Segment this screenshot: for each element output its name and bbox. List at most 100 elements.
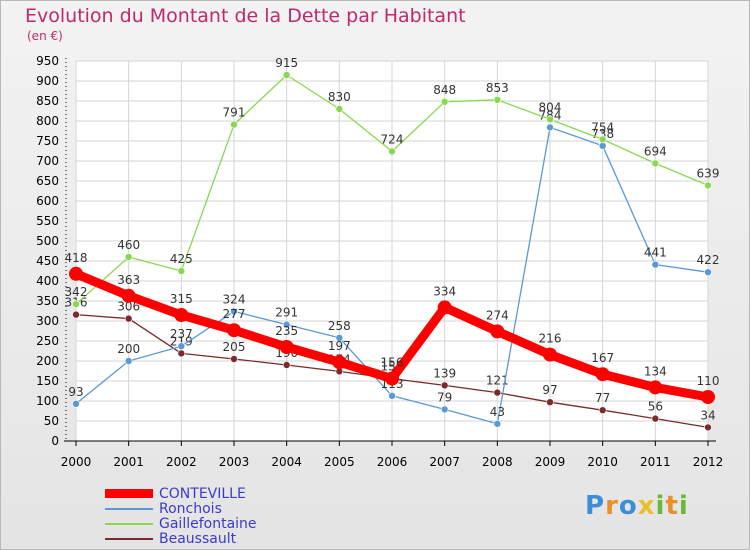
y-tick-label: 750 xyxy=(36,134,59,148)
data-point-beaussault xyxy=(177,349,186,358)
data-point-beaussault xyxy=(124,314,133,323)
x-tick-label: 2011 xyxy=(640,455,671,469)
data-label-gaillefontaine: 915 xyxy=(275,56,298,70)
x-tick-label: 2004 xyxy=(271,455,302,469)
legend: CONTEVILLE Ronchois Gaillefontaine Beaussau… xyxy=(105,486,257,546)
logo-letter: t xyxy=(665,491,679,521)
data-point-beaussault xyxy=(704,423,712,432)
y-tick-label: 50 xyxy=(44,414,59,428)
data-label-gaillefontaine: 639 xyxy=(697,166,720,180)
chart-subtitle: (en €) xyxy=(27,29,63,43)
logo-letter: P xyxy=(585,491,606,521)
data-point-ronchois xyxy=(546,123,554,132)
data-point-beaussault xyxy=(230,355,238,363)
data-point-conteville xyxy=(174,308,189,322)
chart-title: Evolution du Montant de la Dette par Hab… xyxy=(25,5,466,27)
data-point-conteville xyxy=(543,347,557,362)
data-point-ronchois xyxy=(335,333,344,342)
data-label-conteville: 235 xyxy=(275,324,298,338)
data-label-conteville: 134 xyxy=(644,364,667,378)
logo-letter: i xyxy=(655,491,666,521)
x-tick-label: 2006 xyxy=(377,455,408,469)
legend-swatch xyxy=(105,537,153,540)
data-point-conteville xyxy=(69,266,83,281)
data-label-beaussault: 121 xyxy=(486,374,509,388)
data-point-gaillefontaine xyxy=(598,135,607,144)
data-label-beaussault: 56 xyxy=(648,400,663,414)
data-point-conteville xyxy=(227,323,241,338)
y-tick-label: 0 xyxy=(51,434,59,448)
legend-item-gaillefontaine: Gaillefontaine xyxy=(105,516,257,531)
y-tick-label: 950 xyxy=(36,54,59,68)
logo-letter: r xyxy=(605,491,619,521)
data-label-ronchois: 93 xyxy=(68,385,83,399)
data-point-ronchois xyxy=(177,342,186,351)
data-label-gaillefontaine: 460 xyxy=(117,238,140,252)
x-tick-label: 2000 xyxy=(61,455,92,469)
data-point-beaussault xyxy=(598,406,607,415)
data-point-gaillefontaine xyxy=(124,253,133,261)
data-label-beaussault: 34 xyxy=(700,408,715,422)
data-point-ronchois xyxy=(388,391,396,400)
data-point-gaillefontaine xyxy=(704,181,712,190)
data-label-gaillefontaine: 804 xyxy=(539,100,562,114)
data-label-ronchois: 43 xyxy=(490,405,505,419)
data-label-gaillefontaine: 342 xyxy=(65,285,88,299)
data-point-ronchois xyxy=(124,357,133,365)
data-point-conteville xyxy=(490,324,505,339)
y-tick-label: 900 xyxy=(36,74,59,88)
y-tick-label: 450 xyxy=(36,254,59,268)
data-point-ronchois xyxy=(704,268,712,277)
data-point-conteville xyxy=(279,340,294,354)
legend-item-beaussault: Beaussault xyxy=(105,531,257,546)
data-point-beaussault xyxy=(651,414,660,423)
data-point-ronchois xyxy=(493,419,502,428)
y-tick-label: 300 xyxy=(36,314,59,328)
data-point-conteville xyxy=(121,288,136,303)
x-tick-label: 2003 xyxy=(219,455,250,469)
legend-swatch xyxy=(105,489,153,498)
y-tick-label: 500 xyxy=(36,234,59,248)
data-point-conteville xyxy=(595,367,610,382)
data-point-gaillefontaine xyxy=(440,98,449,106)
data-point-ronchois xyxy=(440,405,449,414)
data-label-conteville: 334 xyxy=(433,284,456,298)
y-tick-label: 550 xyxy=(36,214,59,228)
y-tick-label: 800 xyxy=(36,114,59,128)
data-point-gaillefontaine xyxy=(335,105,344,113)
data-point-beaussault xyxy=(440,381,449,390)
x-tick-label: 2002 xyxy=(166,455,197,469)
data-point-gaillefontaine xyxy=(546,115,554,124)
data-label-conteville: 363 xyxy=(117,273,140,287)
proxiti-logo: Proxiti xyxy=(585,491,689,521)
data-label-conteville: 274 xyxy=(486,308,509,322)
x-tick-label: 2001 xyxy=(113,455,144,469)
data-label-gaillefontaine: 754 xyxy=(591,120,614,134)
data-label-ronchois: 258 xyxy=(328,319,351,333)
data-label-conteville: 167 xyxy=(591,351,614,365)
data-label-conteville: 110 xyxy=(697,374,720,388)
logo-letter: x xyxy=(637,491,656,521)
data-point-ronchois xyxy=(230,307,238,316)
data-point-ronchois xyxy=(72,399,80,408)
y-tick-label: 100 xyxy=(36,394,59,408)
data-label-gaillefontaine: 830 xyxy=(328,90,351,104)
legend-label: Gaillefontaine xyxy=(159,515,257,532)
data-point-ronchois xyxy=(282,320,291,329)
x-tick-label: 2007 xyxy=(429,455,460,469)
data-label-gaillefontaine: 694 xyxy=(644,144,667,158)
data-label-gaillefontaine: 853 xyxy=(486,81,509,95)
y-tick-label: 600 xyxy=(36,194,59,208)
data-point-ronchois xyxy=(598,142,607,150)
data-point-gaillefontaine xyxy=(72,300,80,309)
data-label-conteville: 197 xyxy=(328,339,351,353)
data-point-conteville xyxy=(332,355,347,370)
legend-label: Beaussault xyxy=(159,530,237,547)
data-point-gaillefontaine xyxy=(388,147,396,156)
data-label-beaussault: 77 xyxy=(595,391,610,405)
data-label-conteville: 418 xyxy=(65,251,88,265)
data-label-gaillefontaine: 724 xyxy=(381,132,404,146)
x-tick-label: 2009 xyxy=(535,455,566,469)
